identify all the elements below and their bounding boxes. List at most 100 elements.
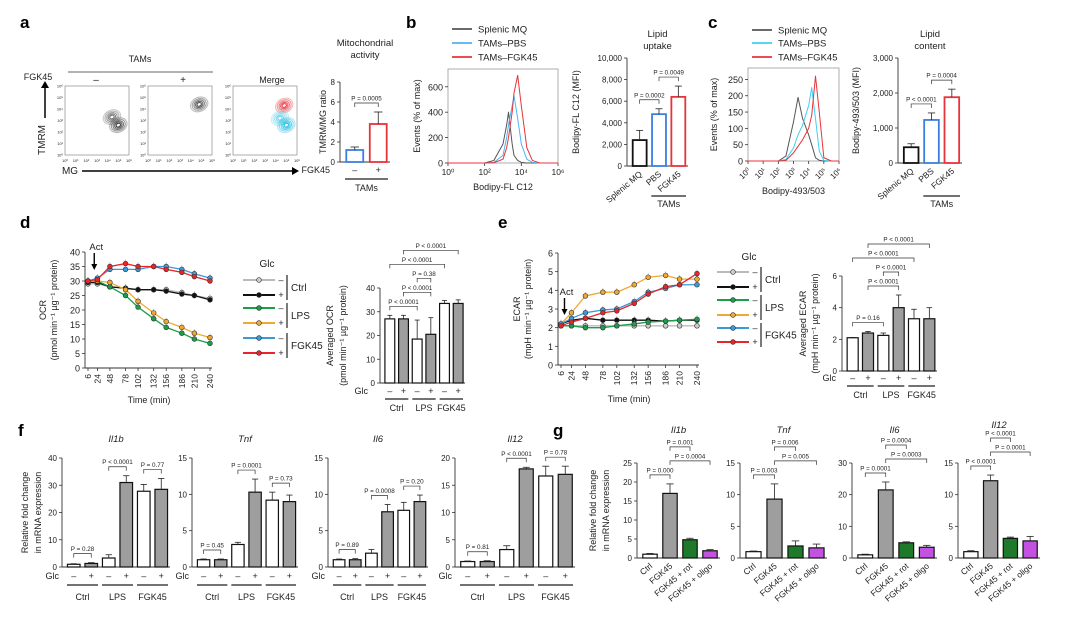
series-lps-noglc	[558, 315, 700, 331]
category-label: –	[911, 373, 916, 383]
bar	[982, 480, 999, 559]
y-tick-label: 0	[738, 157, 743, 167]
y-tick-label: 0	[618, 162, 623, 171]
legend-glc-sign: +	[278, 290, 283, 300]
y-axis-label: Relative fold change	[20, 472, 30, 554]
group-label: FGK45	[541, 592, 570, 602]
contour-ring	[282, 121, 291, 129]
data-point	[163, 266, 169, 273]
y-axis-label: Relative fold change	[588, 470, 598, 552]
y-axis-label: (mpH min⁻¹ µg⁻¹ protein)	[523, 259, 533, 359]
x-tick-label: 10¹	[753, 166, 768, 181]
data-point	[107, 279, 113, 286]
x-tick-label: 210	[675, 371, 685, 385]
p-value-label: P < 0.0001	[388, 299, 419, 306]
category-label: –	[415, 386, 420, 396]
legend-condition-label: Ctrl	[291, 283, 307, 294]
data-point	[614, 308, 620, 314]
y-tick-label: 10³	[225, 118, 231, 123]
legend-glc-sign: –	[278, 275, 283, 285]
contour-ring	[275, 114, 285, 122]
x-tick-label: 240	[205, 374, 215, 388]
x-tick-label: 10⁶	[828, 166, 843, 181]
p-value-label: P = 0.000	[646, 467, 674, 474]
contour-ring	[196, 102, 202, 107]
x-tick-label: 10⁵	[283, 158, 289, 163]
group-label: FGK45	[398, 592, 427, 602]
bar	[66, 563, 81, 568]
y-tick-label: 4	[331, 118, 336, 127]
x-tick-label: 10⁵	[198, 158, 204, 163]
y-tick-label: 400	[428, 108, 443, 118]
panel-label-b: b	[406, 13, 416, 32]
legend-label: TAMs–PBS	[478, 39, 526, 50]
chart-title: Il6	[373, 434, 384, 445]
p-value-label: P = 0.0001	[860, 466, 891, 473]
f-tnf-bar: 0 5 10 15 Tnf – + – + – + Glc Ctrl LPS FGK45 P = 0.45 P …	[176, 434, 298, 602]
bar	[651, 113, 667, 167]
y-tick-label: 10⁰	[57, 153, 63, 158]
significance-bracket	[371, 495, 388, 500]
significance-bracket	[852, 257, 915, 262]
significance-bracket	[403, 249, 459, 255]
y-tick-label: 10¹	[57, 141, 63, 146]
bar	[282, 501, 297, 568]
p-value-label: P = 0.0002	[634, 92, 665, 99]
category-label: +	[428, 386, 433, 396]
legend-marker	[256, 320, 262, 326]
significance-bracket	[649, 474, 671, 479]
column-label: +	[180, 75, 186, 86]
x-axis-label: Bodipy-FL C12	[473, 182, 533, 192]
significance-bracket	[73, 553, 92, 558]
y-tick-label: 10⁶	[225, 84, 231, 89]
y-tick-label: 10	[726, 491, 735, 500]
p-value-label: P = 0.38	[412, 271, 436, 278]
data-point	[150, 310, 157, 316]
data-point	[676, 317, 683, 323]
category-label: +	[124, 571, 129, 581]
bar	[766, 498, 783, 559]
bar	[397, 509, 411, 568]
category-label: –	[106, 571, 111, 581]
y-tick-label: 0	[843, 554, 848, 563]
y-tick-label: 5	[731, 522, 736, 531]
y-tick-label: 10⁵	[140, 95, 146, 100]
data-point	[191, 336, 198, 342]
bar	[119, 481, 134, 568]
y-tick-label: 30	[366, 308, 375, 317]
bar	[943, 96, 961, 164]
p-value-label: P = 0.005	[782, 453, 810, 460]
row-label: Glc	[355, 386, 369, 396]
data-point	[600, 310, 606, 316]
y-axis-label: Events (% of max)	[412, 79, 422, 153]
panel-label-a: a	[20, 13, 30, 32]
y-axis-label: Events (% of max)	[709, 78, 719, 152]
p-value-label: P < 0.0001	[876, 265, 907, 272]
contour-ring	[110, 118, 126, 132]
y-tick-label: 0	[319, 563, 324, 572]
y-tick-label: 0	[53, 563, 58, 572]
bar	[213, 559, 228, 568]
x-tick-label: 10⁴	[105, 158, 111, 163]
y-axis-label: Bodipy-FL C12 (MFI)	[571, 70, 581, 154]
p-value-label: P = 0.0001	[995, 445, 1026, 452]
series-fgk45-noglc	[85, 262, 213, 284]
bar	[846, 337, 859, 372]
contour-ring	[107, 113, 117, 121]
series-fgk45-glc	[558, 269, 700, 329]
y-tick-label: 5	[628, 535, 633, 544]
x-tick-label: 10⁴	[273, 158, 279, 163]
p-value-label: P < 0.0001	[402, 257, 433, 264]
contour-ring	[115, 122, 122, 128]
p-value-label: P < 0.0001	[868, 251, 899, 258]
y-tick-label: 0	[833, 367, 838, 376]
y-tick-label: 2	[331, 138, 336, 147]
y-tick-label: 0	[548, 361, 553, 371]
category-label: +	[159, 571, 164, 581]
y-tick-label: 0	[438, 159, 443, 169]
p-value-label: P < 0.0001	[883, 237, 914, 244]
bar	[518, 468, 534, 568]
series-line	[88, 281, 211, 301]
data-point	[694, 323, 700, 329]
